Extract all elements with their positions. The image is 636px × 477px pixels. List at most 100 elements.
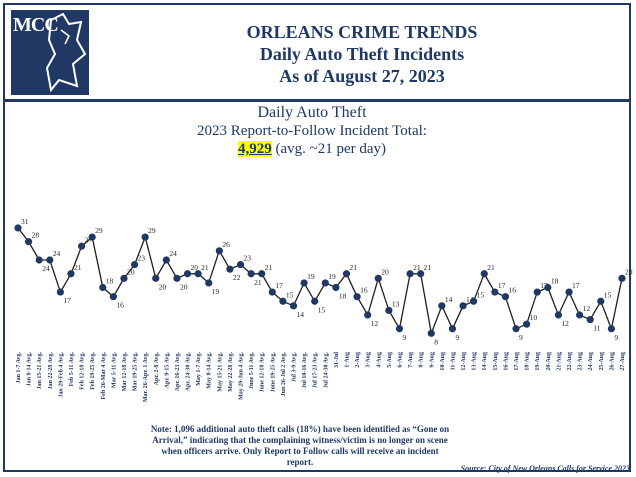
data-label: 19: [328, 272, 336, 281]
data-point: [120, 274, 128, 282]
data-point: [586, 315, 594, 324]
x-tick-label: Jan 8-14 Avg.: [27, 352, 33, 387]
data-point: [597, 297, 605, 305]
data-point: [501, 293, 510, 301]
header-title: ORLEANS CRIME TRENDS: [246, 22, 478, 42]
data-label: 21: [349, 263, 357, 272]
data-label: 17: [498, 281, 506, 290]
x-tick-label: Feb 5-11 Avg.: [69, 352, 75, 387]
x-tick-label: 5-Aug: [387, 352, 393, 368]
data-label: 9: [402, 333, 406, 342]
x-tick-label: Apr. 24-30 Avg.: [186, 352, 192, 392]
data-label: 20: [625, 267, 633, 276]
x-tick-label: June 5-11 Avg.: [249, 352, 255, 390]
data-label: 15: [318, 305, 326, 314]
data-point: [438, 302, 446, 310]
data-label: 20: [191, 263, 199, 272]
header-subtitle: Daily Auto Theft Incidents: [259, 44, 465, 64]
data-label: 20: [381, 267, 389, 276]
footnote: Note: 1,096 additional auto theft calls …: [150, 424, 450, 467]
data-point: [109, 293, 117, 301]
x-tick-label: Jun 26-Jul 2 Avg.: [281, 352, 287, 397]
data-point: [544, 283, 552, 292]
data-label: 12: [583, 304, 591, 313]
x-tick-label: Jan 1-7 Avg.: [16, 352, 22, 384]
infographic-frame: MCC ORLEANS CRIME TRENDS Daily Auto Thef…: [3, 3, 631, 472]
data-point: [24, 238, 33, 246]
data-point: [300, 279, 308, 287]
x-tick-label: 14-Aug: [482, 352, 488, 371]
data-point: [480, 270, 488, 278]
data-label: 18: [339, 292, 347, 301]
x-tick-label: Mar. 26-Apr. 1 Avg.: [143, 352, 149, 403]
data-label: 18: [551, 277, 559, 286]
x-tick-label: Apr. 16-23 Avg.: [175, 352, 181, 392]
data-point: [205, 279, 213, 287]
data-point: [523, 320, 531, 328]
data-label: 17: [572, 281, 580, 290]
x-tick-label: June 12-18 Avg.: [260, 352, 266, 393]
x-tick-label: May 22-28 Avg.: [228, 352, 234, 392]
data-point: [141, 233, 149, 241]
x-tick-label: Mar 5-11 Avg.: [111, 352, 117, 388]
source-credit: Source: City of New Orleans Calls for Se…: [460, 464, 630, 473]
data-label: 17: [63, 296, 71, 305]
data-point: [46, 256, 54, 264]
data-point: [427, 329, 435, 337]
x-tick-label: May 8-14 Avg.: [207, 352, 213, 389]
x-tick-label: Mar 12-18 Avg.: [122, 352, 128, 392]
data-point: [88, 233, 96, 241]
data-point: [417, 270, 425, 278]
data-label: 15: [604, 290, 612, 299]
data-label: 21: [201, 263, 209, 272]
data-point: [554, 311, 563, 319]
data-label: 23: [244, 254, 252, 263]
x-tick-label: 8-Aug: [419, 352, 425, 368]
x-tick-label: Feb 19-25 Avg.: [90, 352, 96, 390]
x-tick-label: 19-Aug: [535, 352, 541, 371]
x-tick-label: 27-Aug: [620, 352, 626, 371]
data-point: [14, 224, 22, 232]
data-label: 18: [106, 277, 114, 286]
x-tick-label: Feb 26-Mar 4 Avg.: [101, 352, 107, 400]
data-point: [226, 265, 234, 273]
data-point: [618, 274, 626, 282]
data-label: 13: [392, 299, 400, 308]
data-label: 16: [360, 286, 368, 295]
data-label: 9: [455, 333, 459, 342]
data-point: [279, 297, 287, 305]
data-label: 24: [53, 249, 61, 258]
data-point: [406, 270, 414, 278]
x-tick-label: 16-Aug: [503, 352, 509, 371]
x-tick-label: 7-Aug: [408, 352, 414, 368]
x-tick-label: Jan 15-21 Avg.: [37, 352, 43, 390]
data-label: 21: [74, 263, 82, 272]
data-point: [236, 260, 245, 269]
data-label: 20: [180, 282, 188, 291]
data-label: 15: [477, 290, 485, 299]
series-line: [17, 227, 623, 336]
data-point: [173, 274, 181, 282]
x-tick-label: 25-Aug: [599, 352, 605, 371]
x-tick-label: Mar 19-25 Avg.: [133, 352, 139, 392]
data-point: [459, 302, 467, 310]
x-tick-label: Jul 24-30 Avg.: [323, 352, 329, 389]
data-label: 24: [42, 264, 50, 273]
data-point: [385, 306, 393, 315]
data-point: [35, 256, 43, 264]
data-point: [565, 288, 573, 296]
data-label: 20: [159, 282, 167, 291]
chart-total-line: 4,929 (avg. ~21 per day): [0, 141, 624, 158]
x-tick-label: 10-Aug: [440, 352, 446, 371]
data-label: 14: [297, 310, 305, 319]
data-point: [332, 283, 340, 292]
data-point: [194, 270, 202, 278]
x-tick-label: 21-Aug: [556, 352, 562, 371]
x-tick-label: May 15-21 Avg.: [217, 352, 223, 392]
x-tick-label: May 29-Jun 4 Avg.: [239, 352, 245, 400]
x-tick-label: Jan 22-28 Avg.: [48, 352, 54, 390]
mcc-logo: MCC: [11, 10, 89, 95]
total-value: 4,929: [237, 141, 272, 157]
data-label: 10: [530, 313, 538, 322]
chart-subtitle: 2023 Report-to-Follow Incident Total:: [197, 123, 427, 139]
